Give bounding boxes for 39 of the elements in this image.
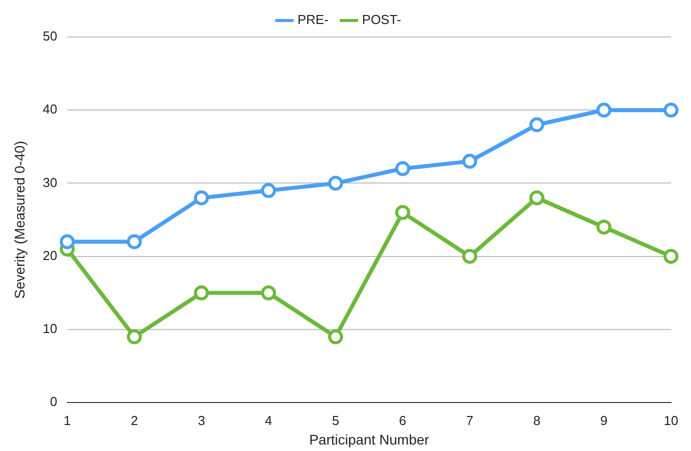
x-tick-label: 3 xyxy=(198,412,206,428)
point xyxy=(194,190,209,206)
point xyxy=(596,102,612,118)
point xyxy=(529,117,544,132)
x-tick-label: 9 xyxy=(600,412,608,428)
point xyxy=(596,220,612,235)
x-tick-label: 2 xyxy=(130,412,138,428)
point xyxy=(462,154,478,169)
x-tick-label: 5 xyxy=(332,412,340,428)
point xyxy=(261,285,276,300)
point xyxy=(664,248,678,264)
y-tick-label: 0 xyxy=(50,394,58,410)
y-axis-title: Severity (Measured 0-40) xyxy=(11,140,28,299)
point xyxy=(60,234,75,250)
x-tick-label: 8 xyxy=(533,412,540,428)
legend-label: PRE- xyxy=(297,12,329,28)
legend-label: POST- xyxy=(362,12,402,28)
point xyxy=(126,329,142,344)
y-tick-label: 50 xyxy=(42,28,58,44)
y-tick-label: 40 xyxy=(42,102,58,117)
point xyxy=(664,102,678,118)
x-tick-label: 4 xyxy=(264,412,272,428)
x-tick-label: 7 xyxy=(466,412,474,428)
point xyxy=(395,161,410,176)
y-tick-label: 10 xyxy=(42,321,58,336)
y-tick-label: 20 xyxy=(42,248,58,263)
point xyxy=(328,176,344,191)
point xyxy=(462,248,478,264)
x-axis-title: Participant Number xyxy=(309,431,430,448)
point xyxy=(261,183,276,198)
point xyxy=(126,234,142,250)
point xyxy=(529,190,544,206)
x-tick-label: 6 xyxy=(399,412,406,428)
x-tick-label: 1 xyxy=(64,412,71,428)
y-tick-label: 30 xyxy=(42,174,58,190)
point xyxy=(395,204,410,220)
x-tick-label: 10 xyxy=(664,412,678,428)
point xyxy=(328,329,344,344)
point xyxy=(194,285,209,300)
